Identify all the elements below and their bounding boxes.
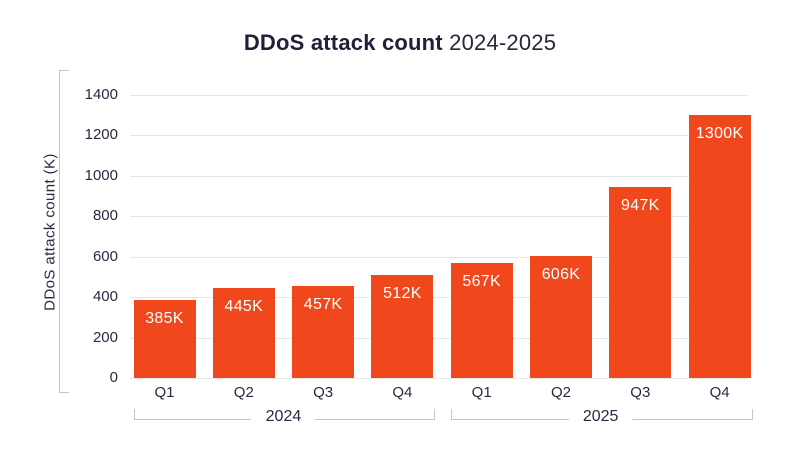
bar-value-label: 567K [462, 273, 501, 291]
y-axis-title: DDoS attack count (K) [41, 153, 59, 311]
bar-q2-2025: 606K [530, 255, 592, 378]
bar-q3-2024: 457K [292, 285, 355, 378]
chart-title-range: 2024-2025 [449, 30, 557, 55]
gridline-400 [130, 297, 748, 299]
bar-value-label: 512K [383, 284, 422, 302]
y-tick-label-1200: 1200 [84, 126, 118, 144]
gridline-600 [130, 256, 748, 258]
bar-value-label: 457K [303, 295, 343, 313]
bar-value-label: 606K [541, 265, 581, 283]
chart-title: DDoS attack count 2024-2025 [0, 30, 800, 56]
bar-value-label: 947K [621, 196, 660, 214]
gridline-1200 [130, 135, 748, 137]
x-tick-label-6: Q3 [630, 384, 651, 401]
y-tick-label-1400: 1400 [84, 86, 118, 103]
y-axis-bracket [59, 70, 69, 393]
bar-q2-2024: 445K [212, 288, 275, 378]
bar-q4-2024: 512K [371, 274, 434, 378]
x-tick-label-2: Q3 [313, 384, 334, 401]
gridline-0 [130, 378, 748, 379]
bar-value-label: 385K [145, 310, 184, 328]
bar-q1-2024: 385K [133, 300, 196, 378]
y-tick-label-1000: 1000 [84, 166, 118, 184]
x-tick-label-5: Q2 [550, 384, 571, 401]
bar-value-label: 445K [224, 298, 264, 316]
x-tick-label-7: Q4 [709, 384, 730, 401]
bar-q3-2025: 947K [609, 186, 672, 378]
x-tick-label-3: Q4 [392, 384, 413, 401]
year-label-2025: 2025 [568, 407, 633, 427]
y-tick-label-200: 200 [92, 328, 118, 346]
x-tick-label-0: Q1 [154, 384, 175, 401]
chart-title-main: DDoS attack count [243, 30, 443, 55]
y-tick-label-400: 400 [92, 288, 118, 306]
bar-q1-2025: 567K [450, 263, 513, 378]
bar-q4-2025: 1300K [688, 115, 751, 378]
year-label-2024: 2024 [251, 407, 316, 427]
gridline-200 [130, 337, 748, 339]
gridline-1000 [130, 175, 748, 177]
x-tick-label-1: Q2 [233, 384, 254, 401]
bar-value-label: 1300K [695, 125, 744, 143]
y-tick-label-800: 800 [92, 207, 118, 225]
gridline-800 [130, 216, 748, 218]
x-tick-label-4: Q1 [471, 384, 492, 401]
gridline-1400 [130, 95, 748, 96]
y-tick-label-600: 600 [92, 247, 118, 265]
y-tick-label-0: 0 [109, 369, 118, 386]
